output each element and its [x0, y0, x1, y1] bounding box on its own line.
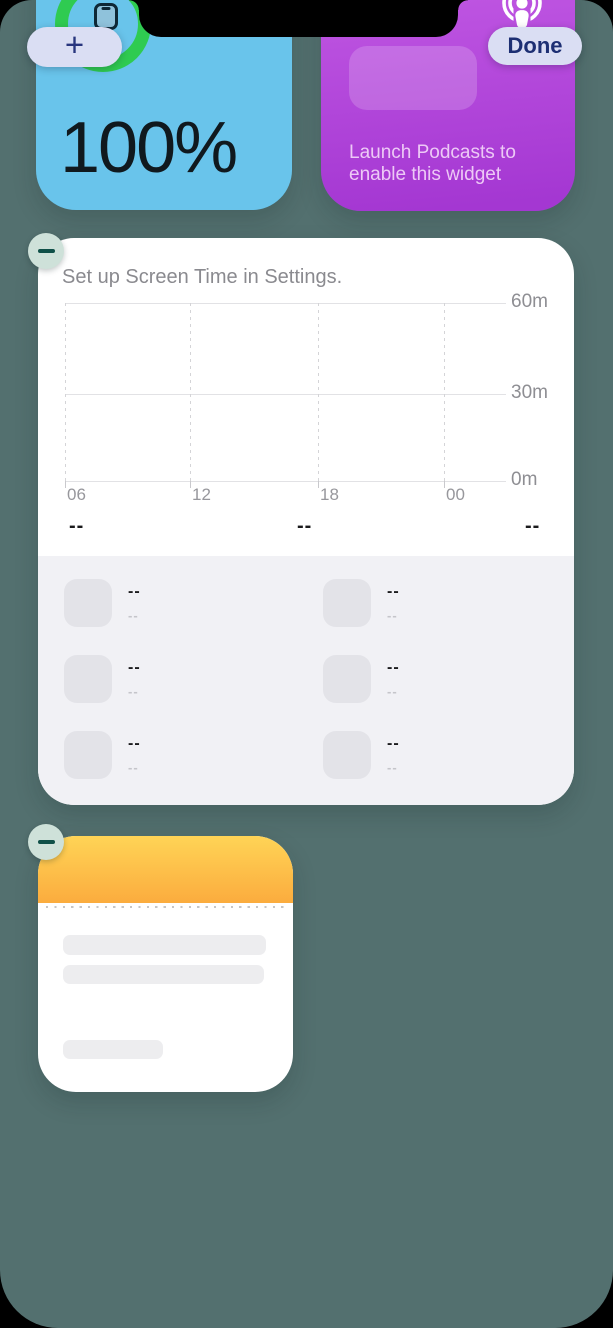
app-icon-placeholder — [323, 731, 371, 779]
iphone-icon — [94, 3, 118, 30]
battery-percent: 100% — [60, 108, 238, 188]
app-subtitle-placeholder: -- — [128, 684, 139, 699]
app-icon-placeholder — [323, 655, 371, 703]
app-icon-placeholder — [64, 731, 112, 779]
app-title-placeholder: -- — [387, 583, 400, 600]
summary-placeholder-center: -- — [297, 515, 313, 537]
podcasts-message-line2: enable this widget — [349, 164, 502, 185]
axis-tick — [444, 481, 445, 488]
note-line-placeholder — [63, 935, 266, 955]
app-icon-placeholder — [64, 655, 112, 703]
app-usage-row: -- -- — [323, 655, 543, 703]
app-usage-row: -- -- — [64, 579, 284, 627]
gridline-12 — [190, 303, 191, 481]
add-widget-button[interactable]: + — [27, 26, 122, 67]
gridline-06 — [65, 303, 66, 481]
notch-ear-left — [129, 0, 139, 10]
summary-placeholder-left: -- — [69, 515, 85, 537]
device-notch — [139, 0, 458, 37]
podcast-artwork-placeholder — [349, 46, 477, 110]
minus-icon — [37, 249, 55, 253]
app-subtitle-placeholder: -- — [387, 760, 398, 775]
app-title-placeholder: -- — [128, 583, 141, 600]
axis-tick — [318, 481, 319, 488]
app-subtitle-placeholder: -- — [128, 608, 139, 623]
axis-tick — [65, 481, 66, 488]
x-axis-label-18: 18 — [320, 485, 339, 504]
plus-icon: + — [64, 26, 85, 63]
y-axis-label-0m: 0m — [511, 469, 538, 490]
app-usage-panel — [38, 556, 574, 805]
notes-header — [38, 836, 293, 903]
gridline-30m — [65, 394, 506, 395]
gridline-0m — [65, 481, 506, 482]
app-subtitle-placeholder: -- — [387, 608, 398, 623]
podcasts-message: Launch Podcasts to enable this widget — [349, 142, 516, 186]
summary-placeholder-right: -- — [525, 515, 541, 537]
x-axis-label-12: 12 — [192, 485, 211, 504]
notch-ear-right — [458, 0, 468, 10]
done-button[interactable]: Done — [488, 27, 582, 65]
note-line-placeholder — [63, 965, 264, 984]
app-usage-row: -- -- — [64, 731, 284, 779]
app-title-placeholder: -- — [387, 659, 400, 676]
note-line-placeholder — [63, 1040, 163, 1059]
gridline-00 — [444, 303, 445, 481]
app-usage-row: -- -- — [323, 731, 543, 779]
app-subtitle-placeholder: -- — [128, 760, 139, 775]
done-button-label: Done — [507, 33, 563, 58]
app-title-placeholder: -- — [128, 659, 141, 676]
minus-icon — [37, 840, 55, 844]
y-axis-label-60m: 60m — [511, 291, 548, 312]
x-axis-label-06: 06 — [67, 485, 86, 504]
x-axis-label-00: 00 — [446, 485, 465, 504]
app-icon-placeholder — [323, 579, 371, 627]
app-usage-row: -- -- — [323, 579, 543, 627]
app-subtitle-placeholder: -- — [387, 684, 398, 699]
gridline-18 — [318, 303, 319, 481]
screen-time-setup-text: Set up Screen Time in Settings. — [62, 266, 343, 288]
notes-widget[interactable] — [38, 836, 293, 1092]
screen-time-widget[interactable]: Set up Screen Time in Settings. 60m 30m … — [38, 238, 574, 805]
remove-notes-widget-button[interactable] — [28, 824, 64, 860]
podcasts-message-line1: Launch Podcasts to — [349, 142, 516, 163]
app-usage-row: -- -- — [64, 655, 284, 703]
y-axis-label-30m: 30m — [511, 382, 548, 403]
gridline-60m — [65, 303, 506, 304]
axis-tick — [190, 481, 191, 488]
app-title-placeholder: -- — [128, 735, 141, 752]
app-icon-placeholder — [64, 579, 112, 627]
app-title-placeholder: -- — [387, 735, 400, 752]
notes-dotted-divider — [46, 906, 285, 908]
remove-screen-time-widget-button[interactable] — [28, 233, 64, 269]
podcasts-icon — [502, 0, 542, 28]
